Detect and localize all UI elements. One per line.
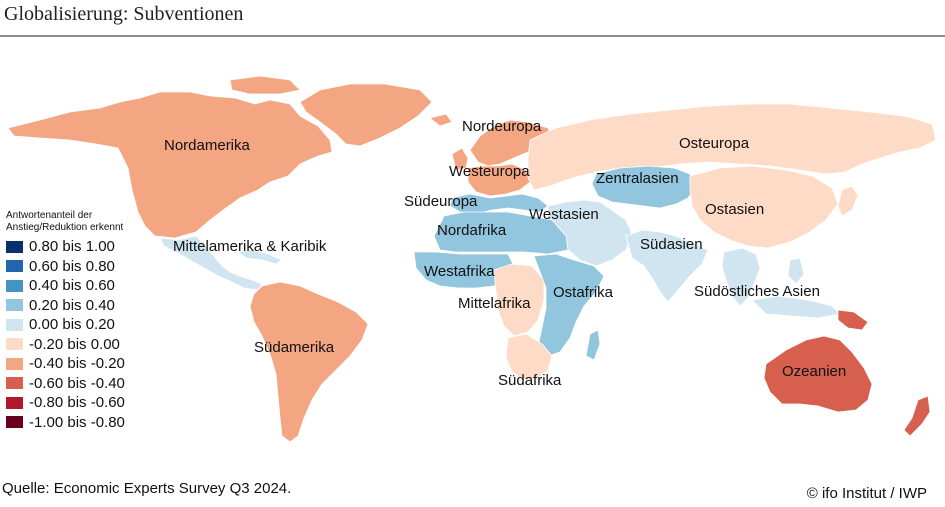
region-suedamerika[interactable]	[249, 281, 369, 443]
legend-swatch	[6, 416, 23, 429]
label-nordafrika: Nordafrika	[437, 222, 507, 239]
region-ostafrika[interactable]	[533, 253, 605, 357]
legend-swatch	[6, 338, 23, 351]
region-ostasien-japan[interactable]	[837, 185, 859, 217]
legend-label: 0.40 bis 0.60	[29, 277, 115, 295]
region-ostasien[interactable]	[689, 165, 839, 249]
label-suedoestliches-asien: Südöstliches Asien	[694, 283, 820, 300]
region-ostafrika-madagaskar[interactable]	[585, 329, 601, 361]
label-suedeuropa: Südeuropa	[404, 193, 478, 210]
legend-item: -0.20 bis 0.00	[6, 335, 181, 355]
region-mittelamerika-karibik[interactable]	[237, 249, 283, 265]
region-nordamerika[interactable]	[7, 91, 333, 239]
label-nordeuropa: Nordeuropa	[462, 118, 542, 135]
legend-swatch	[6, 240, 23, 253]
legend-item: -0.60 bis -0.40	[6, 374, 181, 394]
legend-items: 0.80 bis 1.00 0.60 bis 0.80 0.40 bis 0.60 0…	[6, 237, 181, 432]
legend-label: 0.00 bis 0.20	[29, 316, 115, 334]
source-note: Quelle: Economic Experts Survey Q3 2024.	[2, 480, 292, 497]
legend-label: -0.20 bis 0.00	[29, 335, 120, 353]
legend: Antwortenanteil der Anstieg/Reduktion er…	[6, 210, 181, 432]
region-ozeanien-png[interactable]	[837, 309, 869, 331]
label-suedasien: Südasien	[640, 236, 703, 253]
legend-label: 0.80 bis 1.00	[29, 238, 115, 256]
region-nordeuropa-island[interactable]	[429, 113, 453, 127]
legend-swatch	[6, 279, 23, 292]
legend-swatch	[6, 318, 23, 331]
legend-label: -0.40 bis -0.20	[29, 355, 125, 373]
legend-title-line1: Antwortenanteil der	[6, 210, 93, 221]
legend-label: -0.60 bis -0.40	[29, 374, 125, 392]
label-westeuropa: Westeuropa	[449, 163, 530, 180]
region-zentralasien[interactable]	[591, 165, 697, 209]
legend-item: -0.40 bis -0.20	[6, 354, 181, 374]
label-westafrika: Westafrika	[424, 263, 495, 280]
label-osteuropa: Osteuropa	[679, 135, 750, 152]
region-nordeuropa-uk[interactable]	[451, 147, 469, 171]
label-suedafrika: Südafrika	[498, 372, 562, 389]
legend-label: -1.00 bis -0.80	[29, 413, 125, 431]
region-ozeanien[interactable]	[763, 335, 873, 413]
label-mittelamerika: Mittelamerika & Karibik	[173, 238, 327, 255]
legend-swatch	[6, 396, 23, 409]
region-osteuropa[interactable]	[527, 103, 937, 191]
label-mittelafrika: Mittelafrika	[458, 295, 531, 312]
label-nordamerika: Nordamerika	[164, 137, 251, 154]
title-divider	[0, 35, 945, 37]
label-zentralasien: Zentralasien	[596, 170, 679, 187]
world-map: Nordamerika Mittelamerika & Karibik Süda…	[7, 75, 937, 443]
region-suedasien[interactable]	[625, 229, 709, 303]
credit: © ifo Institut / IWP	[806, 485, 927, 502]
legend-swatch	[6, 260, 23, 273]
legend-item: 0.80 bis 1.00	[6, 237, 181, 257]
region-nordamerika-groenland[interactable]	[299, 83, 433, 147]
legend-label: -0.80 bis -0.60	[29, 394, 125, 412]
legend-item: -0.80 bis -0.60	[6, 393, 181, 413]
region-suedafrika[interactable]	[505, 333, 553, 381]
region-nordafrika[interactable]	[433, 211, 569, 255]
label-suedamerika: Südamerika	[254, 339, 335, 356]
region-ozeanien-neuseeland[interactable]	[903, 395, 931, 437]
legend-title: Antwortenanteil der Anstieg/Reduktion er…	[6, 210, 181, 234]
region-mittelafrika[interactable]	[493, 263, 545, 337]
region-mittelamerika[interactable]	[159, 235, 263, 291]
label-ozeanien: Ozeanien	[782, 363, 846, 380]
label-ostafrika: Ostafrika	[553, 284, 614, 301]
map-title: Globalisierung: Subventionen	[4, 3, 244, 25]
region-suedoestliches-asien-phil[interactable]	[787, 257, 805, 285]
legend-item: 0.40 bis 0.60	[6, 276, 181, 296]
legend-label: 0.20 bis 0.40	[29, 296, 115, 314]
legend-item: 0.60 bis 0.80	[6, 257, 181, 277]
legend-label: 0.60 bis 0.80	[29, 257, 115, 275]
legend-swatch	[6, 377, 23, 390]
label-westasien: Westasien	[529, 206, 599, 223]
legend-swatch	[6, 299, 23, 312]
region-westeuropa[interactable]	[467, 163, 531, 197]
legend-item: -1.00 bis -0.80	[6, 413, 181, 433]
legend-item: 0.00 bis 0.20	[6, 315, 181, 335]
region-suedoestliches-asien[interactable]	[721, 247, 761, 307]
region-nordamerika-arktis[interactable]	[229, 75, 301, 95]
legend-swatch	[6, 357, 23, 370]
legend-title-line2: Anstieg/Reduktion erkennt	[6, 222, 124, 233]
legend-item: 0.20 bis 0.40	[6, 296, 181, 316]
label-ostasien: Ostasien	[705, 201, 764, 218]
